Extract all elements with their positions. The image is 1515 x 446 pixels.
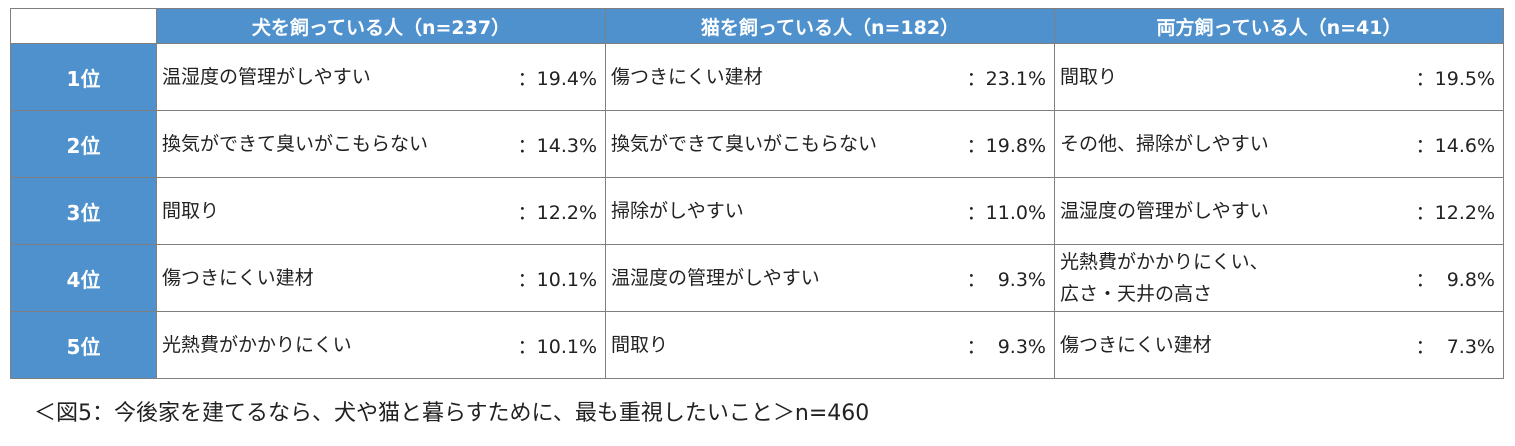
figure-caption: ＜図5：今後家を建てるなら、犬や猫と暮らすために、最も重視したいこと＞n=460 <box>34 401 870 426</box>
table-cell-cat: 換気ができて臭いがこもらない ：19.8% <box>605 110 1055 178</box>
table-cell-both: 温湿度の管理がしやすい ：12.2% <box>1054 177 1504 245</box>
item-name: 傷つきにくい建材 <box>162 267 314 289</box>
item-percentage: ： 9.8% <box>1415 268 1495 291</box>
item-name: 換気ができて臭いがこもらない <box>611 133 878 155</box>
item-percentage: ：11.0% <box>966 201 1046 224</box>
item-name: 光熱費がかかりにくい、 広さ・天井の高さ <box>1060 251 1269 305</box>
item-name: 温湿度の管理がしやすい <box>1060 200 1269 222</box>
item-name: 温湿度の管理がしやすい <box>162 66 371 88</box>
item-percentage: ：23.1% <box>966 67 1046 90</box>
rank-label: 1位 <box>10 43 157 111</box>
column-header-dog-owners: 犬を飼っている人（n=237） <box>156 8 606 44</box>
table-cell-cat: 間取り ： 9.3% <box>605 311 1055 379</box>
header-row: 犬を飼っている人（n=237） 猫を飼っている人（n=182） 両方飼っている人… <box>10 8 1504 44</box>
item-name: 換気ができて臭いがこもらない <box>162 133 429 155</box>
item-name: 間取り <box>162 200 220 222</box>
table-cell-dog: 光熱費がかかりにくい ：10.1% <box>156 311 606 379</box>
item-name: 傷つきにくい建材 <box>1060 334 1212 356</box>
table-cell-both: 光熱費がかかりにくい、 広さ・天井の高さ ： 9.8% <box>1054 244 1504 312</box>
item-percentage: ：10.1% <box>517 335 597 358</box>
rank-label: 2位 <box>10 110 157 178</box>
table-cell-dog: 間取り ：12.2% <box>156 177 606 245</box>
rank-label: 4位 <box>10 244 157 312</box>
table-cell-dog: 温湿度の管理がしやすい ：19.4% <box>156 43 606 111</box>
table-cell-dog: 傷つきにくい建材 ：10.1% <box>156 244 606 312</box>
corner-cell <box>10 8 157 44</box>
table-cell-both: 傷つきにくい建材 ： 7.3% <box>1054 311 1504 379</box>
item-name: 温湿度の管理がしやすい <box>611 267 820 289</box>
ranking-table-container: 犬を飼っている人（n=237） 猫を飼っている人（n=182） 両方飼っている人… <box>10 8 1504 379</box>
table-cell-both: その他、掃除がしやすい ：14.6% <box>1054 110 1504 178</box>
table-cell-cat: 傷つきにくい建材 ：23.1% <box>605 43 1055 111</box>
table-cell-cat: 温湿度の管理がしやすい ： 9.3% <box>605 244 1055 312</box>
column-header-both-owners: 両方飼っている人（n=41） <box>1054 8 1504 44</box>
table-cell-dog: 換気ができて臭いがこもらない ：14.3% <box>156 110 606 178</box>
table-row: 3位 間取り ：12.2% 掃除がしやすい ：11.0% 温湿度の管理がしやすい ：1… <box>10 177 1504 245</box>
item-name: その他、掃除がしやすい <box>1060 133 1269 155</box>
table-row: 2位 換気ができて臭いがこもらない ：14.3% 換気ができて臭いがこもらない ：1… <box>10 110 1504 178</box>
item-percentage: ： 9.3% <box>966 335 1046 358</box>
item-percentage: ：14.6% <box>1415 134 1495 157</box>
item-percentage: ：12.2% <box>517 201 597 224</box>
table-row: 5位 光熱費がかかりにくい ：10.1% 間取り ： 9.3% 傷つきにくい建材 ： … <box>10 311 1504 379</box>
item-name: 間取り <box>1060 66 1118 88</box>
item-name: 間取り <box>611 334 669 356</box>
item-percentage: ： 7.3% <box>1415 335 1495 358</box>
table-row: 1位 温湿度の管理がしやすい ：19.4% 傷つきにくい建材 ：23.1% 間取り ：… <box>10 43 1504 111</box>
item-name: 光熱費がかかりにくい <box>162 334 352 356</box>
item-percentage: ： 9.3% <box>966 268 1046 291</box>
table-cell-both: 間取り ：19.5% <box>1054 43 1504 111</box>
item-percentage: ：12.2% <box>1415 201 1495 224</box>
ranking-table: 犬を飼っている人（n=237） 猫を飼っている人（n=182） 両方飼っている人… <box>10 8 1504 379</box>
item-percentage: ：19.8% <box>966 134 1046 157</box>
table-cell-cat: 掃除がしやすい ：11.0% <box>605 177 1055 245</box>
item-percentage: ：19.5% <box>1415 67 1495 90</box>
rank-label: 3位 <box>10 177 157 245</box>
item-name: 掃除がしやすい <box>611 200 744 222</box>
item-percentage: ：14.3% <box>517 134 597 157</box>
table-row: 4位 傷つきにくい建材 ：10.1% 温湿度の管理がしやすい ： 9.3% 光熱費が… <box>10 244 1504 312</box>
item-percentage: ：19.4% <box>517 67 597 90</box>
item-percentage: ：10.1% <box>517 268 597 291</box>
item-name: 傷つきにくい建材 <box>611 66 763 88</box>
rank-label: 5位 <box>10 311 157 379</box>
column-header-cat-owners: 猫を飼っている人（n=182） <box>605 8 1055 44</box>
